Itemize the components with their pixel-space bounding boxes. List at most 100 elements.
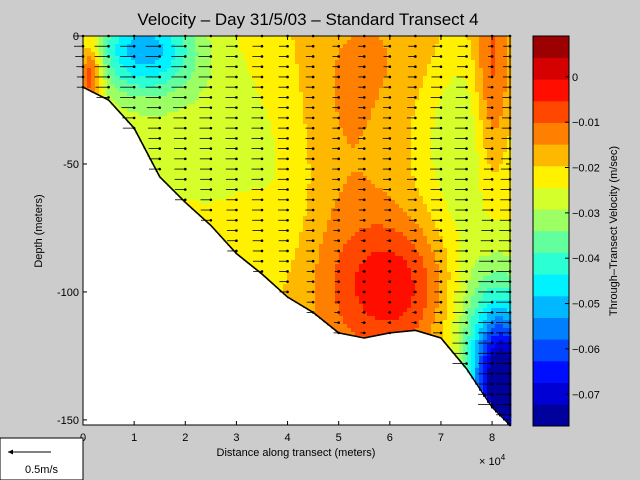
contour-cell xyxy=(199,108,204,113)
contour-cell xyxy=(287,204,292,209)
contour-cell xyxy=(339,72,344,77)
contour-cell xyxy=(227,48,232,53)
contour-cell xyxy=(431,56,436,61)
contour-cell xyxy=(299,272,304,277)
contour-cell xyxy=(407,120,412,125)
contour-cell xyxy=(215,100,220,105)
contour-cell xyxy=(207,184,212,189)
contour-cell xyxy=(179,72,184,77)
contour-cell xyxy=(307,216,312,221)
contour-cell xyxy=(259,52,264,57)
contour-cell xyxy=(331,176,336,181)
contour-cell xyxy=(107,80,112,85)
contour-cell xyxy=(383,308,388,313)
contour-cell xyxy=(315,172,320,177)
contour-cell xyxy=(375,256,380,261)
contour-cell xyxy=(447,72,452,77)
contour-cell xyxy=(411,296,416,301)
contour-cell xyxy=(307,192,312,197)
contour-cell xyxy=(279,240,284,245)
contour-cell xyxy=(147,108,152,113)
contour-cell xyxy=(295,288,300,293)
contour-cell xyxy=(219,88,224,93)
contour-cell xyxy=(239,72,244,77)
contour-cell xyxy=(311,152,316,157)
contour-cell xyxy=(367,112,372,117)
contour-cell xyxy=(383,40,388,45)
contour-cell xyxy=(291,196,296,201)
contour-cell xyxy=(435,132,440,137)
contour-cell xyxy=(259,148,264,153)
contour-cell xyxy=(331,68,336,73)
contour-cell xyxy=(307,40,312,45)
contour-cell xyxy=(363,252,368,257)
contour-cell xyxy=(323,240,328,245)
contour-cell xyxy=(283,176,288,181)
contour-cell xyxy=(291,88,296,93)
contour-cell xyxy=(399,96,404,101)
contour-cell xyxy=(343,316,348,321)
contour-cell xyxy=(231,48,236,53)
contour-cell xyxy=(195,200,200,205)
contour-cell xyxy=(295,148,300,153)
contour-cell xyxy=(175,64,180,69)
contour-cell xyxy=(355,128,360,133)
contour-cell xyxy=(375,156,380,161)
contour-cell xyxy=(355,60,360,65)
contour-cell xyxy=(167,116,172,121)
contour-cell xyxy=(395,228,400,233)
contour-cell xyxy=(443,284,448,289)
contour-cell xyxy=(307,212,312,217)
contour-cell xyxy=(371,312,376,317)
contour-cell xyxy=(219,120,224,125)
contour-cell xyxy=(395,88,400,93)
contour-cell xyxy=(395,280,400,285)
contour-cell xyxy=(295,192,300,197)
contour-cell xyxy=(339,188,344,193)
contour-cell xyxy=(263,156,268,161)
contour-cell xyxy=(163,176,168,181)
contour-cell xyxy=(391,164,396,169)
contour-cell xyxy=(395,36,400,41)
contour-cell xyxy=(347,108,352,113)
contour-cell xyxy=(439,224,444,229)
contour-cell xyxy=(311,56,316,61)
contour-cell xyxy=(299,40,304,45)
contour-cell xyxy=(183,120,188,125)
contour-cell xyxy=(427,184,432,189)
contour-cell xyxy=(267,160,272,165)
contour-cell xyxy=(443,60,448,65)
contour-cell xyxy=(355,196,360,201)
contour-cell xyxy=(427,260,432,265)
contour-cell xyxy=(247,256,252,261)
contour-cell xyxy=(151,88,156,93)
contour-cell xyxy=(327,164,332,169)
contour-cell xyxy=(359,196,364,201)
contour-cell xyxy=(167,140,172,145)
contour-cell xyxy=(219,64,224,69)
contour-cell xyxy=(315,184,320,189)
contour-cell xyxy=(307,56,312,61)
contour-cell xyxy=(347,268,352,273)
contour-cell xyxy=(351,316,356,321)
contour-cell xyxy=(367,44,372,49)
contour-cell xyxy=(311,124,316,129)
contour-cell xyxy=(127,108,132,113)
contour-cell xyxy=(179,148,184,153)
contour-cell xyxy=(383,240,388,245)
contour-cell xyxy=(411,232,416,237)
contour-cell xyxy=(367,156,372,161)
contour-cell xyxy=(439,212,444,217)
contour-cell xyxy=(411,152,416,157)
contour-cell xyxy=(411,80,416,85)
contour-cell xyxy=(271,172,276,177)
contour-cell xyxy=(239,224,244,229)
contour-cell xyxy=(383,148,388,153)
contour-cell xyxy=(303,84,308,89)
contour-cell xyxy=(427,248,432,253)
contour-cell xyxy=(359,224,364,229)
contour-cell xyxy=(203,60,208,65)
contour-cell xyxy=(447,60,452,65)
contour-cell xyxy=(335,56,340,61)
contour-cell xyxy=(131,40,136,45)
